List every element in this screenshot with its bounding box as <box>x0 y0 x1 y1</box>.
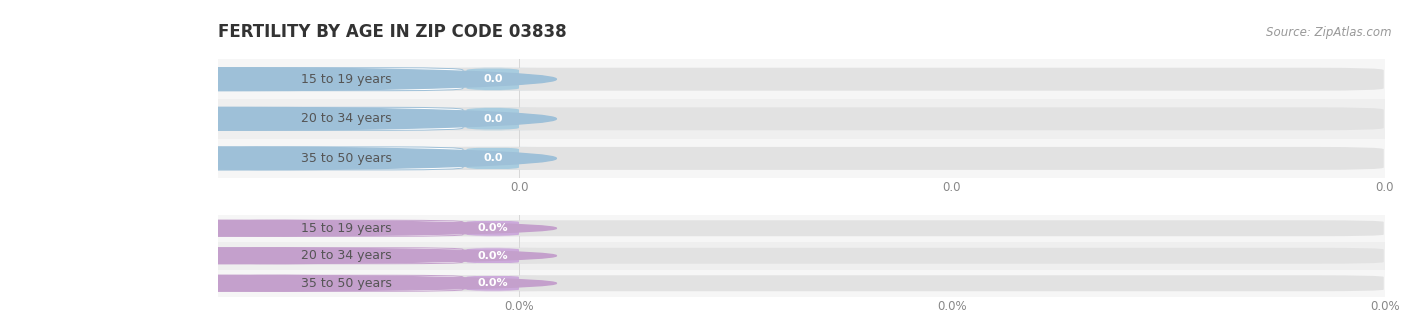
Bar <box>218 214 1385 242</box>
Text: 15 to 19 years: 15 to 19 years <box>301 222 392 235</box>
Circle shape <box>0 220 557 236</box>
FancyBboxPatch shape <box>218 275 463 291</box>
Text: 0.0: 0.0 <box>484 114 502 124</box>
FancyBboxPatch shape <box>449 147 537 170</box>
Bar <box>218 139 1385 178</box>
Text: 0.0%: 0.0% <box>478 223 508 233</box>
FancyBboxPatch shape <box>219 68 1384 91</box>
Text: 20 to 34 years: 20 to 34 years <box>301 249 392 262</box>
Bar <box>218 59 1385 99</box>
Bar <box>218 242 1385 270</box>
FancyBboxPatch shape <box>219 275 1384 291</box>
Text: 0.0%: 0.0% <box>478 251 508 261</box>
Text: 0.0: 0.0 <box>1375 181 1395 194</box>
FancyBboxPatch shape <box>218 220 463 236</box>
FancyBboxPatch shape <box>218 147 463 170</box>
Text: Source: ZipAtlas.com: Source: ZipAtlas.com <box>1267 26 1392 39</box>
FancyBboxPatch shape <box>219 147 1384 170</box>
Text: 15 to 19 years: 15 to 19 years <box>301 73 392 86</box>
Text: 0.0: 0.0 <box>942 181 962 194</box>
FancyBboxPatch shape <box>219 220 1384 236</box>
Bar <box>218 270 1385 297</box>
FancyBboxPatch shape <box>449 220 537 236</box>
Text: 0.0: 0.0 <box>484 153 502 163</box>
FancyBboxPatch shape <box>219 107 1384 130</box>
FancyBboxPatch shape <box>218 107 463 130</box>
FancyBboxPatch shape <box>218 248 463 264</box>
Text: 0.0: 0.0 <box>510 181 529 194</box>
Circle shape <box>0 68 557 91</box>
Circle shape <box>0 248 557 264</box>
FancyBboxPatch shape <box>218 68 463 91</box>
Circle shape <box>0 107 557 130</box>
Text: 0.0%: 0.0% <box>478 278 508 288</box>
Text: FERTILITY BY AGE IN ZIP CODE 03838: FERTILITY BY AGE IN ZIP CODE 03838 <box>218 23 567 41</box>
Text: 35 to 50 years: 35 to 50 years <box>301 152 392 165</box>
Text: 0.0%: 0.0% <box>938 300 967 314</box>
FancyBboxPatch shape <box>449 248 537 264</box>
FancyBboxPatch shape <box>449 275 537 291</box>
Bar <box>218 99 1385 139</box>
Circle shape <box>0 147 557 170</box>
Circle shape <box>0 275 557 291</box>
FancyBboxPatch shape <box>449 68 537 91</box>
Text: 0.0%: 0.0% <box>1369 300 1400 314</box>
FancyBboxPatch shape <box>449 107 537 130</box>
FancyBboxPatch shape <box>219 248 1384 264</box>
Text: 35 to 50 years: 35 to 50 years <box>301 277 392 290</box>
Text: 0.0%: 0.0% <box>505 300 534 314</box>
Text: 0.0: 0.0 <box>484 74 502 84</box>
Text: 20 to 34 years: 20 to 34 years <box>301 112 392 125</box>
